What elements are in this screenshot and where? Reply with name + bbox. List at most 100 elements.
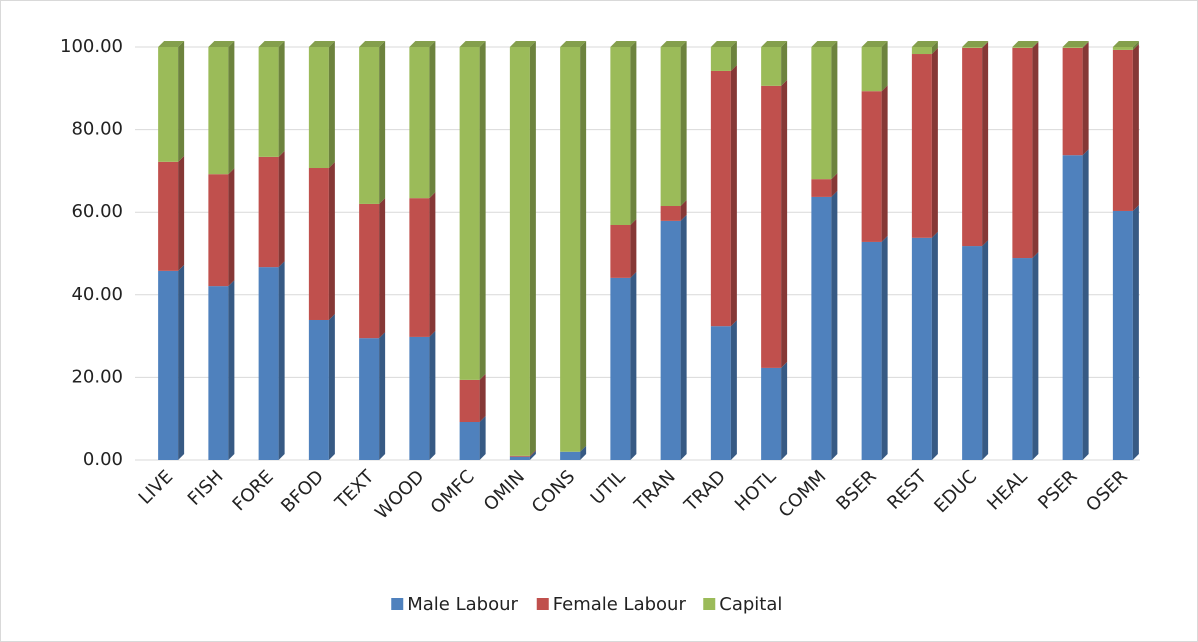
bar-segment — [962, 47, 983, 247]
bar-segment — [660, 220, 681, 460]
bar-segment — [208, 47, 229, 175]
bar-side — [429, 330, 436, 460]
bar-side — [178, 264, 185, 460]
bar-segment — [710, 326, 731, 460]
bar-segment — [710, 47, 731, 71]
bar-segment — [911, 54, 932, 238]
bar-segment — [911, 47, 932, 55]
bar-segment — [409, 336, 430, 460]
bar-segment — [258, 47, 279, 157]
bar-segment — [459, 422, 480, 460]
bar-side — [1032, 41, 1039, 48]
bar-side — [1082, 41, 1089, 156]
bar-segment — [308, 319, 329, 460]
bar-side — [730, 64, 737, 327]
legend-swatch — [391, 598, 404, 610]
bar-segment — [1062, 47, 1083, 156]
bar-side — [429, 192, 436, 337]
bar-segment — [710, 70, 731, 327]
bar-side — [680, 41, 687, 207]
bar-side — [881, 235, 888, 460]
bar-side — [278, 150, 285, 268]
bar-top — [560, 41, 587, 47]
bar-top — [861, 41, 888, 47]
y-tick-label: 40.00 — [71, 284, 123, 305]
bar-segment — [208, 286, 229, 460]
y-tick-label: 0.00 — [83, 449, 123, 470]
bar-top — [509, 41, 536, 47]
bar-top — [1062, 41, 1089, 47]
bar-segment — [861, 91, 882, 242]
bar-side — [931, 48, 938, 238]
bar-segment — [560, 47, 581, 452]
bar-segment — [811, 179, 832, 197]
bar-top — [459, 41, 486, 47]
bar-side — [328, 41, 335, 169]
bar-segment — [1112, 210, 1133, 460]
bar-segment — [861, 47, 882, 92]
y-tick-label: 100.00 — [60, 36, 123, 57]
legend-label: Male Labour — [407, 594, 518, 615]
bar-segment — [158, 47, 179, 162]
bar-side — [178, 41, 185, 162]
bar-side — [178, 155, 185, 271]
bar-segment — [962, 47, 983, 48]
bar-segment — [560, 451, 581, 460]
bar-side — [328, 162, 335, 320]
bar-segment — [359, 338, 380, 460]
bar-side — [630, 219, 637, 278]
bar-side — [781, 41, 788, 86]
bar-segment — [459, 47, 480, 380]
bar-side — [730, 320, 737, 460]
bar-side — [1032, 252, 1039, 460]
bar-segment — [158, 270, 179, 460]
bar-side — [379, 332, 386, 460]
bar-top — [208, 41, 235, 47]
bar-segment — [1062, 155, 1083, 460]
bar-top — [308, 41, 335, 47]
bar-top — [409, 41, 436, 47]
legend-label: Capital — [719, 594, 782, 615]
bar-top — [158, 41, 185, 47]
bar-side — [529, 450, 536, 460]
bar-segment — [308, 168, 329, 320]
bar-side — [1132, 43, 1139, 211]
bar-segment — [962, 246, 983, 460]
bar-segment — [409, 47, 430, 199]
bar-side — [831, 173, 838, 197]
bar-side — [580, 445, 587, 460]
bar-side — [881, 85, 888, 242]
bar-side — [831, 41, 838, 180]
bar-top — [710, 41, 737, 47]
bar-segment — [811, 47, 832, 180]
bar-top — [761, 41, 788, 47]
bar-segment — [459, 379, 480, 423]
bar-segment — [660, 206, 681, 221]
bar-top — [660, 41, 687, 47]
bar-segment — [258, 267, 279, 460]
y-tick-label: 80.00 — [71, 119, 123, 140]
bar-segment — [660, 47, 681, 207]
bar-segment — [158, 161, 179, 271]
bar-segment — [359, 203, 380, 339]
bar-side — [278, 41, 285, 157]
bar-side — [730, 41, 737, 71]
bar-side — [630, 41, 637, 226]
bar-side — [1082, 149, 1089, 460]
legend-label: Female Labour — [553, 594, 687, 615]
bar-side — [529, 41, 536, 456]
bar-side — [580, 41, 587, 452]
bar-segment — [761, 367, 782, 460]
bar-top — [962, 41, 989, 47]
bar-side — [680, 214, 687, 460]
bar-side — [228, 168, 235, 287]
bar-segment — [409, 198, 430, 337]
bar-segment — [610, 225, 631, 278]
bar-side — [1132, 204, 1139, 460]
y-tick-label: 20.00 — [71, 366, 123, 387]
bar-side — [479, 416, 486, 460]
bar-segment — [1012, 47, 1033, 259]
bar-segment — [911, 237, 932, 460]
legend-swatch — [536, 598, 549, 610]
